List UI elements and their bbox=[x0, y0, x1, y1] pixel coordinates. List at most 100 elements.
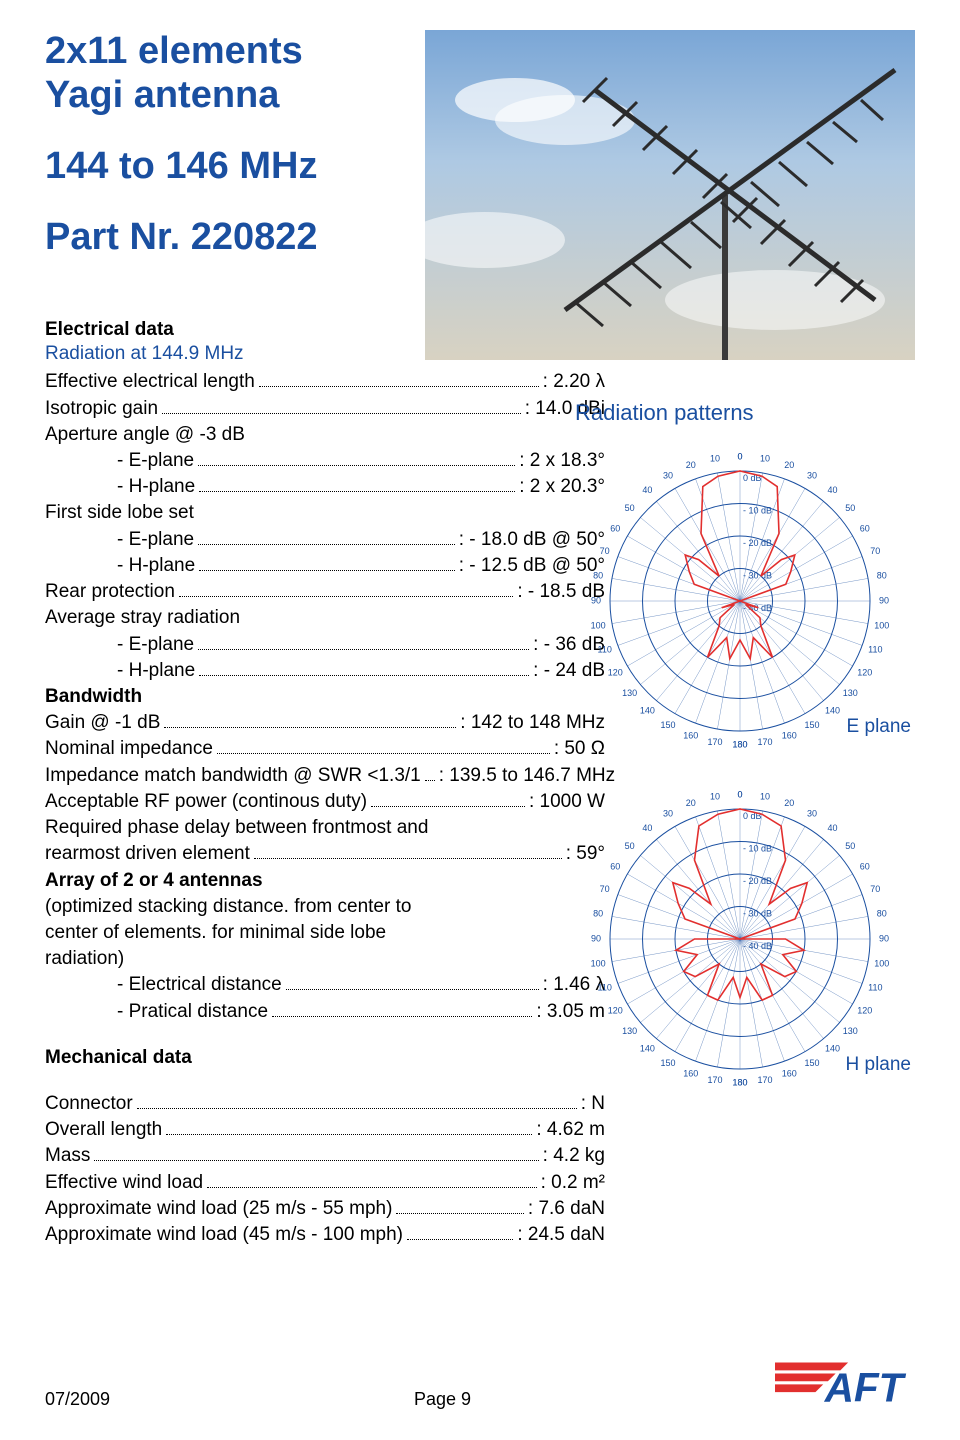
svg-text:110: 110 bbox=[598, 983, 612, 993]
spec-line: Effective electrical length : 2.20 λ bbox=[45, 369, 605, 395]
svg-text:140: 140 bbox=[825, 706, 840, 716]
svg-text:180: 180 bbox=[732, 739, 747, 749]
svg-text:110: 110 bbox=[868, 983, 882, 993]
footer-page: Page 9 bbox=[414, 1389, 471, 1410]
leader-dots bbox=[94, 1144, 538, 1161]
electrical-specs: Effective electrical length: 2.20 λIsotr… bbox=[45, 369, 605, 1024]
spec-label: Overall length bbox=[45, 1117, 162, 1143]
spec-line: - H-plane: - 24 dB bbox=[45, 658, 605, 684]
spec-line: rearmost driven element: 59° bbox=[45, 841, 605, 867]
spec-line: - Electrical distance: 1.46 λ bbox=[45, 972, 605, 998]
svg-text:- 40 dB: - 40 dB bbox=[743, 941, 772, 951]
svg-text:170: 170 bbox=[757, 737, 772, 747]
spec-label: - E-plane bbox=[117, 632, 194, 658]
svg-text:50: 50 bbox=[625, 503, 635, 513]
spec-label: Approximate wind load (25 m/s - 55 mph) bbox=[45, 1196, 392, 1222]
leader-dots bbox=[286, 973, 539, 990]
polar-e-plane: 0 dB- 10 dB- 20 dB- 30 dB- 40 dB00101020… bbox=[575, 436, 905, 766]
svg-text:10: 10 bbox=[760, 454, 770, 464]
svg-text:170: 170 bbox=[757, 1075, 772, 1085]
svg-text:120: 120 bbox=[857, 667, 872, 677]
svg-text:50: 50 bbox=[845, 503, 855, 513]
spec-label: - H-plane bbox=[117, 658, 195, 684]
svg-text:50: 50 bbox=[625, 841, 635, 851]
svg-text:90: 90 bbox=[879, 933, 889, 943]
svg-text:40: 40 bbox=[642, 823, 652, 833]
svg-text:120: 120 bbox=[857, 1005, 872, 1015]
svg-text:100: 100 bbox=[874, 620, 889, 630]
svg-text:160: 160 bbox=[782, 731, 797, 741]
svg-text:60: 60 bbox=[610, 523, 620, 533]
radiation-heading: Radiation patterns bbox=[575, 400, 915, 426]
spec-line: Approximate wind load (45 m/s - 100 mph)… bbox=[45, 1222, 605, 1248]
spec-line: - H-plane: 2 x 20.3° bbox=[45, 474, 605, 500]
svg-text:60: 60 bbox=[860, 523, 870, 533]
aft-logo: AFT bbox=[775, 1354, 915, 1410]
h-plane-label: H plane bbox=[846, 1054, 912, 1076]
svg-text:70: 70 bbox=[870, 884, 880, 894]
svg-text:- 10 dB: - 10 dB bbox=[743, 506, 772, 516]
spec-label: Acceptable RF power (continous duty) bbox=[45, 789, 367, 815]
spec-label: Rear protection bbox=[45, 579, 175, 605]
spec-line: - E-plane: - 18.0 dB @ 50° bbox=[45, 527, 605, 553]
spec-value: : 7.6 daN bbox=[528, 1196, 605, 1222]
leader-dots bbox=[199, 475, 515, 492]
svg-text:AFT: AFT bbox=[824, 1364, 907, 1410]
svg-text:120: 120 bbox=[608, 667, 623, 677]
spec-line: Isotropic gain: 14.0 dBi bbox=[45, 396, 605, 422]
spec-line: Required phase delay between frontmost a… bbox=[45, 815, 605, 841]
svg-text:130: 130 bbox=[622, 688, 637, 698]
svg-text:160: 160 bbox=[683, 731, 698, 741]
spec-line: (optimized stacking distance. from cente… bbox=[45, 894, 605, 920]
svg-text:150: 150 bbox=[804, 1058, 819, 1068]
spec-label: Connector bbox=[45, 1091, 133, 1117]
svg-text:0: 0 bbox=[737, 789, 742, 799]
leader-dots bbox=[166, 1118, 532, 1135]
spec-value: : 24.5 daN bbox=[517, 1222, 605, 1248]
svg-text:90: 90 bbox=[591, 933, 601, 943]
svg-text:- 20 dB: - 20 dB bbox=[743, 538, 772, 548]
spec-line: Array of 2 or 4 antennas bbox=[45, 868, 605, 894]
page-footer: 07/2009 Page 9 AFT bbox=[45, 1354, 915, 1410]
svg-text:30: 30 bbox=[663, 809, 673, 819]
svg-text:110: 110 bbox=[598, 645, 612, 655]
svg-text:160: 160 bbox=[782, 1069, 797, 1079]
leader-dots bbox=[162, 397, 521, 414]
spec-line: Mass: 4.2 kg bbox=[45, 1143, 605, 1169]
spec-line: center of elements. for minimal side lob… bbox=[45, 920, 605, 946]
spec-label: - E-plane bbox=[117, 448, 194, 474]
svg-text:60: 60 bbox=[860, 861, 870, 871]
svg-text:60: 60 bbox=[610, 861, 620, 871]
svg-text:- 20 dB: - 20 dB bbox=[743, 876, 772, 886]
leader-dots bbox=[259, 370, 539, 387]
svg-text:80: 80 bbox=[593, 570, 603, 580]
spec-line: - E-plane: 2 x 18.3° bbox=[45, 448, 605, 474]
svg-text:20: 20 bbox=[686, 460, 696, 470]
spec-label: Effective electrical length bbox=[45, 369, 255, 395]
spec-label: rearmost driven element bbox=[45, 841, 250, 867]
svg-text:90: 90 bbox=[591, 595, 601, 605]
spec-line: Bandwidth bbox=[45, 684, 605, 710]
leader-dots bbox=[425, 764, 435, 781]
spec-line: Connector: N bbox=[45, 1091, 605, 1117]
spec-line: First side lobe set bbox=[45, 500, 605, 526]
svg-text:140: 140 bbox=[640, 706, 655, 716]
spec-value: : 2.20 λ bbox=[543, 369, 605, 395]
spec-line: Effective wind load: 0.2 m² bbox=[45, 1170, 605, 1196]
svg-text:0: 0 bbox=[737, 451, 742, 461]
leader-dots bbox=[217, 737, 550, 754]
leader-dots bbox=[407, 1223, 513, 1240]
svg-text:130: 130 bbox=[622, 1026, 637, 1036]
mechanical-specs: Connector: NOverall length: 4.62 mMass: … bbox=[45, 1091, 605, 1248]
svg-text:130: 130 bbox=[843, 1026, 858, 1036]
svg-text:170: 170 bbox=[707, 737, 722, 747]
svg-text:150: 150 bbox=[660, 720, 675, 730]
svg-text:- 10 dB: - 10 dB bbox=[743, 844, 772, 854]
spec-value: : 4.2 kg bbox=[543, 1143, 605, 1169]
spec-line: - E-plane: - 36 dB bbox=[45, 632, 605, 658]
spec-label: Gain @ -1 dB bbox=[45, 710, 160, 736]
svg-text:80: 80 bbox=[593, 908, 603, 918]
svg-text:10: 10 bbox=[710, 792, 720, 802]
spec-label: Isotropic gain bbox=[45, 396, 158, 422]
spec-label: - Pratical distance bbox=[117, 999, 268, 1025]
